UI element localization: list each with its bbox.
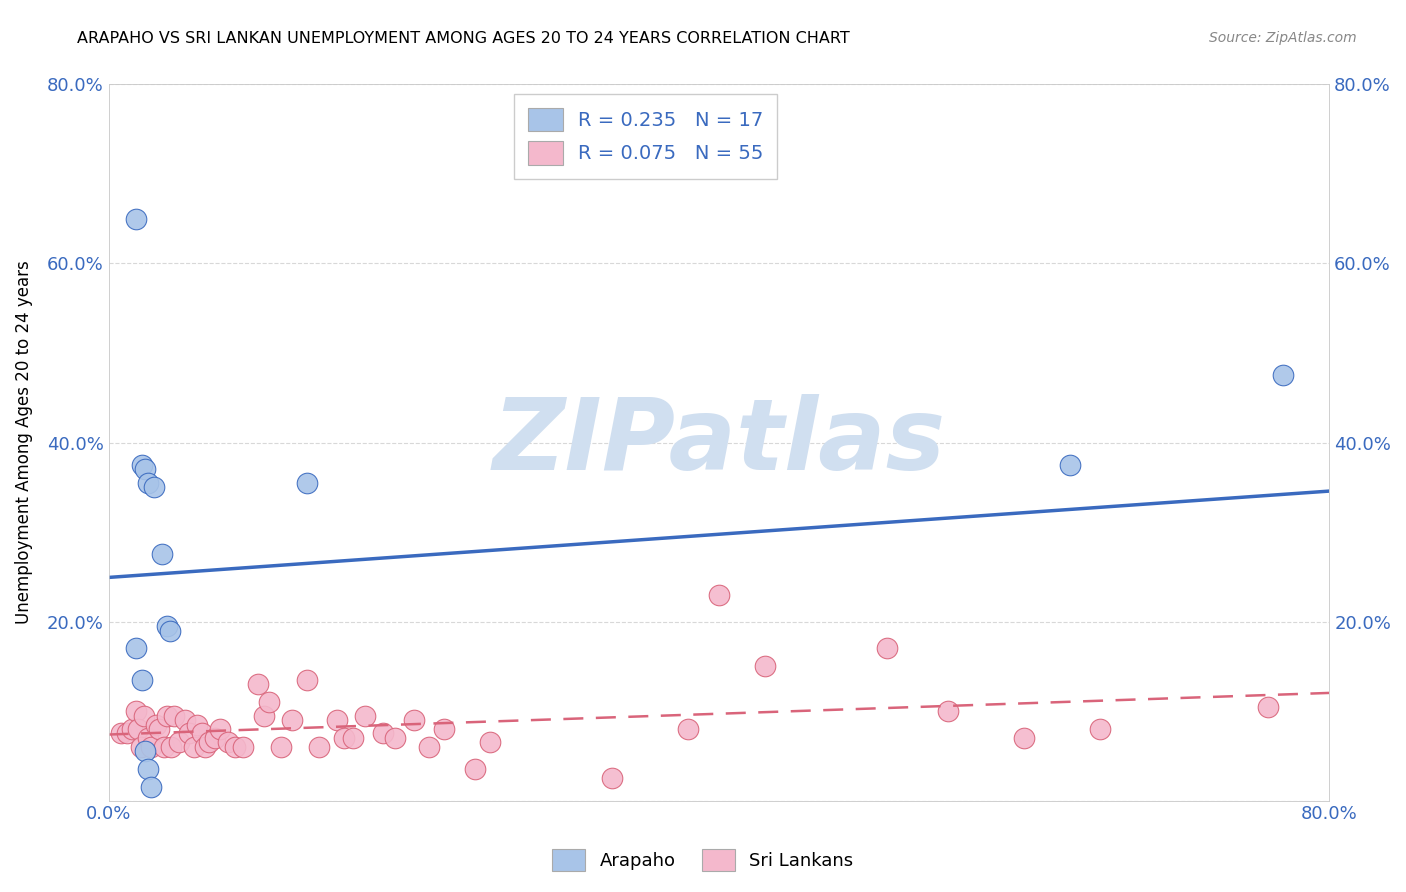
Point	[132, 708, 155, 723]
Point	[125, 641, 148, 656]
Point	[160, 739, 183, 754]
Point	[143, 480, 166, 494]
Point	[186, 717, 208, 731]
Point	[129, 739, 152, 754]
Point	[402, 713, 425, 727]
Point	[150, 548, 173, 562]
Point	[418, 739, 440, 754]
Y-axis label: Unemployment Among Ages 20 to 24 years: Unemployment Among Ages 20 to 24 years	[15, 260, 32, 624]
Point	[1012, 731, 1035, 745]
Point	[155, 708, 177, 723]
Point	[115, 726, 138, 740]
Point	[121, 722, 143, 736]
Point	[152, 739, 174, 754]
Point	[342, 731, 364, 745]
Point	[136, 762, 159, 776]
Point	[253, 708, 276, 723]
Point	[136, 731, 159, 745]
Text: Source: ZipAtlas.com: Source: ZipAtlas.com	[1209, 31, 1357, 45]
Point	[876, 641, 898, 656]
Point	[145, 717, 167, 731]
Point	[134, 462, 156, 476]
Point	[308, 739, 330, 754]
Legend: R = 0.235   N = 17, R = 0.075   N = 55: R = 0.235 N = 17, R = 0.075 N = 55	[515, 95, 778, 178]
Point	[125, 211, 148, 226]
Point	[136, 475, 159, 490]
Point	[257, 695, 280, 709]
Point	[179, 726, 201, 740]
Point	[295, 475, 318, 490]
Point	[183, 739, 205, 754]
Point	[208, 722, 231, 736]
Point	[155, 619, 177, 633]
Point	[204, 731, 226, 745]
Point	[373, 726, 395, 740]
Point	[1257, 699, 1279, 714]
Point	[707, 588, 730, 602]
Point	[141, 739, 163, 754]
Point	[190, 726, 212, 740]
Point	[464, 762, 486, 776]
Point	[217, 735, 239, 749]
Text: ARAPAHO VS SRI LANKAN UNEMPLOYMENT AMONG AGES 20 TO 24 YEARS CORRELATION CHART: ARAPAHO VS SRI LANKAN UNEMPLOYMENT AMONG…	[77, 31, 851, 46]
Point	[131, 458, 153, 472]
Point	[134, 744, 156, 758]
Point	[224, 739, 246, 754]
Point	[332, 731, 354, 745]
Point	[159, 624, 181, 638]
Point	[678, 722, 700, 736]
Point	[1059, 458, 1081, 472]
Point	[131, 673, 153, 687]
Point	[163, 708, 186, 723]
Point	[384, 731, 406, 745]
Point	[354, 708, 377, 723]
Point	[174, 713, 197, 727]
Point	[280, 713, 302, 727]
Point	[167, 735, 190, 749]
Point	[194, 739, 217, 754]
Point	[433, 722, 456, 736]
Point	[232, 739, 254, 754]
Text: ZIPatlas: ZIPatlas	[492, 394, 945, 491]
Point	[754, 659, 776, 673]
Legend: Arapaho, Sri Lankans: Arapaho, Sri Lankans	[546, 842, 860, 879]
Point	[1090, 722, 1112, 736]
Point	[125, 704, 148, 718]
Point	[479, 735, 502, 749]
Point	[247, 677, 270, 691]
Point	[110, 726, 132, 740]
Point	[326, 713, 349, 727]
Point	[198, 735, 221, 749]
Point	[141, 780, 163, 795]
Point	[1272, 368, 1295, 383]
Point	[295, 673, 318, 687]
Point	[600, 771, 623, 785]
Point	[270, 739, 292, 754]
Point	[127, 722, 149, 736]
Point	[936, 704, 959, 718]
Point	[148, 722, 170, 736]
